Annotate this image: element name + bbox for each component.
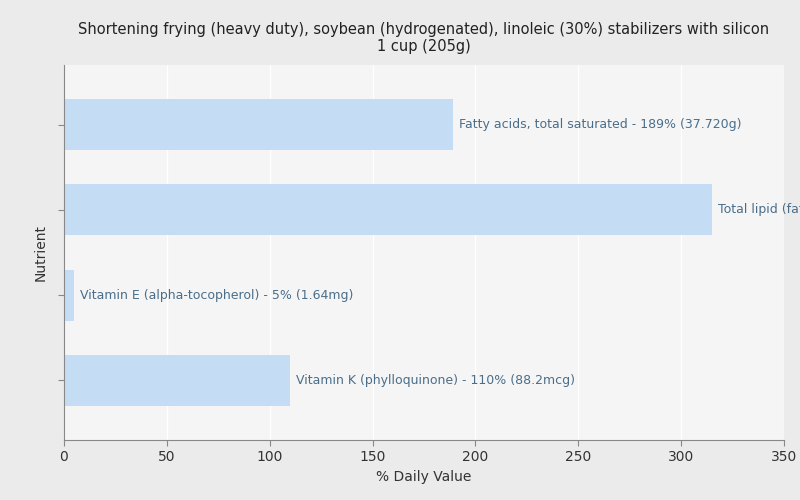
Y-axis label: Nutrient: Nutrient [34, 224, 48, 281]
X-axis label: % Daily Value: % Daily Value [376, 470, 472, 484]
Text: Total lipid (fat) - 315% (205.00g): Total lipid (fat) - 315% (205.00g) [718, 204, 800, 216]
Title: Shortening frying (heavy duty), soybean (hydrogenated), linoleic (30%) stabilize: Shortening frying (heavy duty), soybean … [78, 22, 770, 54]
Text: Vitamin K (phylloquinone) - 110% (88.2mcg): Vitamin K (phylloquinone) - 110% (88.2mc… [297, 374, 575, 387]
Bar [64, 355, 290, 406]
Text: Fatty acids, total saturated - 189% (37.720g): Fatty acids, total saturated - 189% (37.… [459, 118, 742, 131]
Bar [64, 99, 453, 150]
Bar [64, 184, 712, 236]
Text: Vitamin E (alpha-tocopherol) - 5% (1.64mg): Vitamin E (alpha-tocopherol) - 5% (1.64m… [81, 288, 354, 302]
Bar [64, 270, 74, 320]
